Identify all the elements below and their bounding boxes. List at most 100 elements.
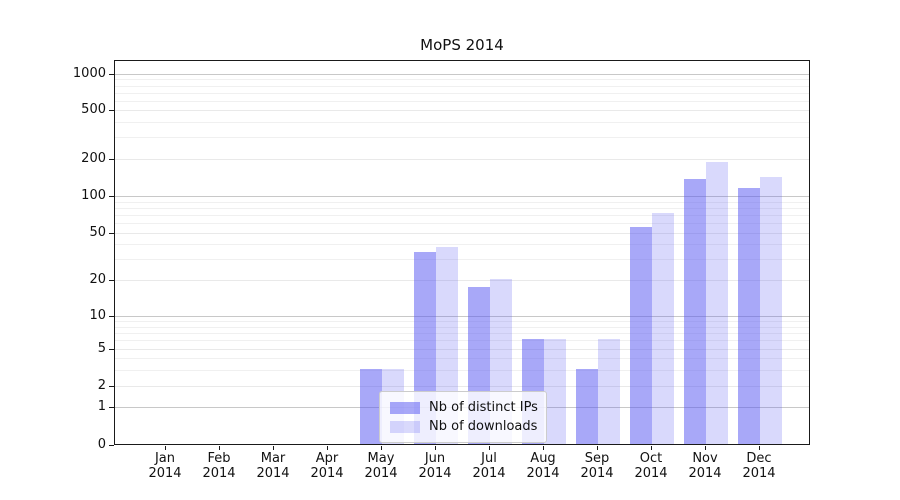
legend: Nb of distinct IPs Nb of downloads — [379, 391, 547, 443]
x-tick-label: May 2014 — [353, 451, 409, 481]
x-tick-year: 2014 — [634, 466, 668, 481]
y-tick-label: 200 — [81, 151, 106, 166]
x-tick-mark — [489, 446, 490, 450]
x-tick-label: Aug 2014 — [515, 451, 571, 481]
x-tick-month: Mar — [260, 451, 286, 466]
gridline — [115, 349, 809, 350]
gridline-minor — [115, 332, 809, 334]
x-tick-month: Dec — [746, 451, 772, 466]
y-tick-label: 50 — [89, 225, 106, 240]
x-tick-mark — [759, 446, 760, 450]
gridline-minor — [115, 207, 809, 209]
bar — [360, 368, 382, 444]
x-tick-month: Oct — [639, 451, 663, 466]
gridline-minor — [115, 201, 809, 203]
gridline — [115, 196, 809, 197]
x-tick-label: Jan 2014 — [137, 451, 193, 481]
x-tick-label: Dec 2014 — [731, 451, 787, 481]
y-tick-mark — [109, 445, 114, 446]
legend-label-downloads: Nb of downloads — [429, 419, 538, 434]
x-tick-mark — [705, 446, 706, 450]
y-tick-label: 20 — [89, 272, 106, 287]
gridline-minor — [115, 100, 809, 102]
x-tick-year: 2014 — [418, 466, 452, 481]
x-tick-label: Jun 2014 — [407, 451, 463, 481]
y-tick-label: 2 — [97, 378, 106, 393]
bar — [760, 177, 782, 444]
x-tick-label: Oct 2014 — [623, 451, 679, 481]
x-tick-month: Apr — [315, 451, 339, 466]
bar — [738, 187, 760, 444]
x-tick-year: 2014 — [148, 466, 182, 481]
x-tick-mark — [543, 446, 544, 450]
x-tick-label: Sep 2014 — [569, 451, 625, 481]
gridline-minor — [115, 244, 809, 246]
gridline-minor — [115, 326, 809, 328]
x-tick-year: 2014 — [742, 466, 776, 481]
bar — [630, 226, 652, 444]
x-tick-mark — [435, 446, 436, 450]
bar — [598, 339, 620, 444]
y-tick-label: 1000 — [72, 66, 106, 81]
x-tick-mark — [597, 446, 598, 450]
y-tick-label: 5 — [97, 341, 106, 356]
gridline — [115, 159, 809, 160]
gridline-minor — [115, 121, 809, 123]
x-tick-month: Sep — [584, 451, 610, 466]
x-tick-month: Jan — [154, 451, 176, 466]
x-tick-year: 2014 — [256, 466, 290, 481]
legend-row-distinct-ips: Nb of distinct IPs — [390, 398, 538, 417]
bar — [576, 368, 598, 444]
y-tick-label: 0 — [97, 437, 106, 452]
gridline-minor — [115, 321, 809, 323]
y-tick-mark — [109, 407, 114, 408]
x-tick-month: Jun — [424, 451, 446, 466]
bar — [684, 178, 706, 444]
gridline — [115, 280, 809, 281]
y-tick-mark — [109, 280, 114, 281]
x-tick-mark — [327, 446, 328, 450]
bar — [706, 162, 728, 444]
x-tick-month: Jul — [481, 451, 497, 466]
x-tick-mark — [165, 446, 166, 450]
gridline-minor — [115, 85, 809, 87]
bar — [652, 212, 674, 444]
y-tick-label: 100 — [81, 188, 106, 203]
y-tick-mark — [109, 349, 114, 350]
y-tick-label: 500 — [81, 102, 106, 117]
gridline-minor — [115, 259, 809, 261]
y-tick-mark — [109, 386, 114, 387]
x-tick-year: 2014 — [364, 466, 398, 481]
gridline-minor — [115, 369, 809, 371]
x-tick-label: Jul 2014 — [461, 451, 517, 481]
y-tick-mark — [109, 159, 114, 160]
plot-area: Nb of distinct IPs Nb of downloads — [114, 60, 810, 445]
x-tick-month: Nov — [692, 451, 718, 466]
gridline-minor — [115, 137, 809, 139]
x-tick-mark — [273, 446, 274, 450]
gridline-minor — [115, 79, 809, 81]
gridline-minor — [115, 358, 809, 359]
x-tick-year: 2014 — [472, 466, 506, 481]
gridline — [115, 74, 809, 75]
y-tick-label: 1 — [97, 399, 106, 414]
x-tick-mark — [381, 446, 382, 450]
x-tick-year: 2014 — [526, 466, 560, 481]
y-tick-mark — [109, 74, 114, 75]
gridline-minor — [115, 92, 809, 94]
x-tick-year: 2014 — [580, 466, 614, 481]
x-tick-year: 2014 — [202, 466, 236, 481]
x-tick-label: Mar 2014 — [245, 451, 301, 481]
gridline — [115, 110, 809, 111]
y-tick-mark — [109, 196, 114, 197]
gridline — [115, 316, 809, 317]
legend-swatch-downloads — [390, 420, 420, 433]
x-tick-year: 2014 — [688, 466, 722, 481]
x-tick-label: Apr 2014 — [299, 451, 355, 481]
x-tick-month: Feb — [207, 451, 231, 466]
x-tick-month: May — [367, 451, 395, 466]
x-tick-month: Aug — [530, 451, 556, 466]
y-tick-mark — [109, 316, 114, 317]
legend-swatch-distinct-ips — [390, 401, 420, 414]
